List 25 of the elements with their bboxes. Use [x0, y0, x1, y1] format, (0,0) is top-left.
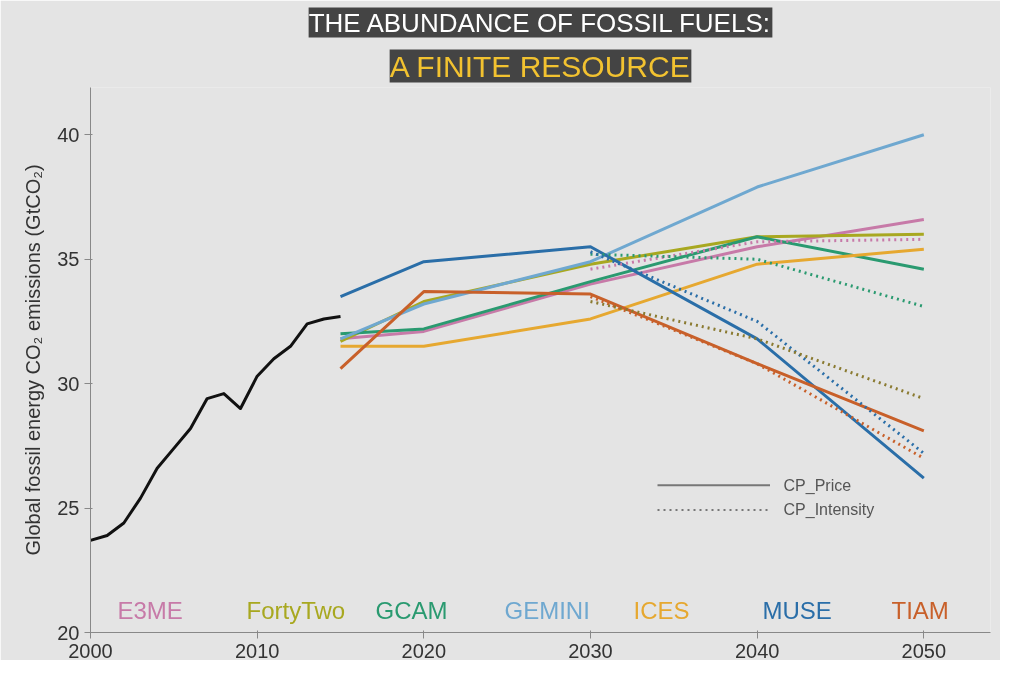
chart-subtitle: A FINITE RESOURCE	[389, 49, 690, 83]
y-tick-label: 30	[57, 372, 80, 395]
line-series	[339, 247, 926, 348]
x-tick-label: 2020	[401, 639, 447, 662]
x-tick-label: 2050	[901, 639, 947, 662]
x-tick-label: 2040	[734, 639, 780, 662]
annotation: CP_Intensity	[783, 501, 875, 520]
y-tick-label: 40	[57, 123, 80, 146]
line-series	[90, 314, 342, 542]
text: TIAM	[891, 597, 949, 625]
y-tick-label: 35	[57, 248, 80, 271]
y-axis-title: Global fossil energy CO₂ emissions (GtCO₂)	[22, 164, 45, 556]
x-tick-label: 2010	[234, 639, 280, 662]
chart-title: THE ABUNDANCE OF FOSSIL FUELS:	[308, 7, 770, 38]
annotation: CP_Price	[783, 476, 852, 495]
line-series	[339, 133, 926, 341]
text: GCAM	[375, 597, 448, 625]
text: MUSE	[762, 597, 832, 625]
x-tick-label: 2030	[568, 639, 613, 662]
text: FortyTwo	[246, 597, 346, 625]
y-tick-label: 25	[57, 497, 80, 520]
text: ICES	[633, 597, 690, 625]
line-series	[339, 245, 926, 480]
text: E3ME	[117, 597, 183, 625]
text: GEMINI	[504, 597, 590, 625]
